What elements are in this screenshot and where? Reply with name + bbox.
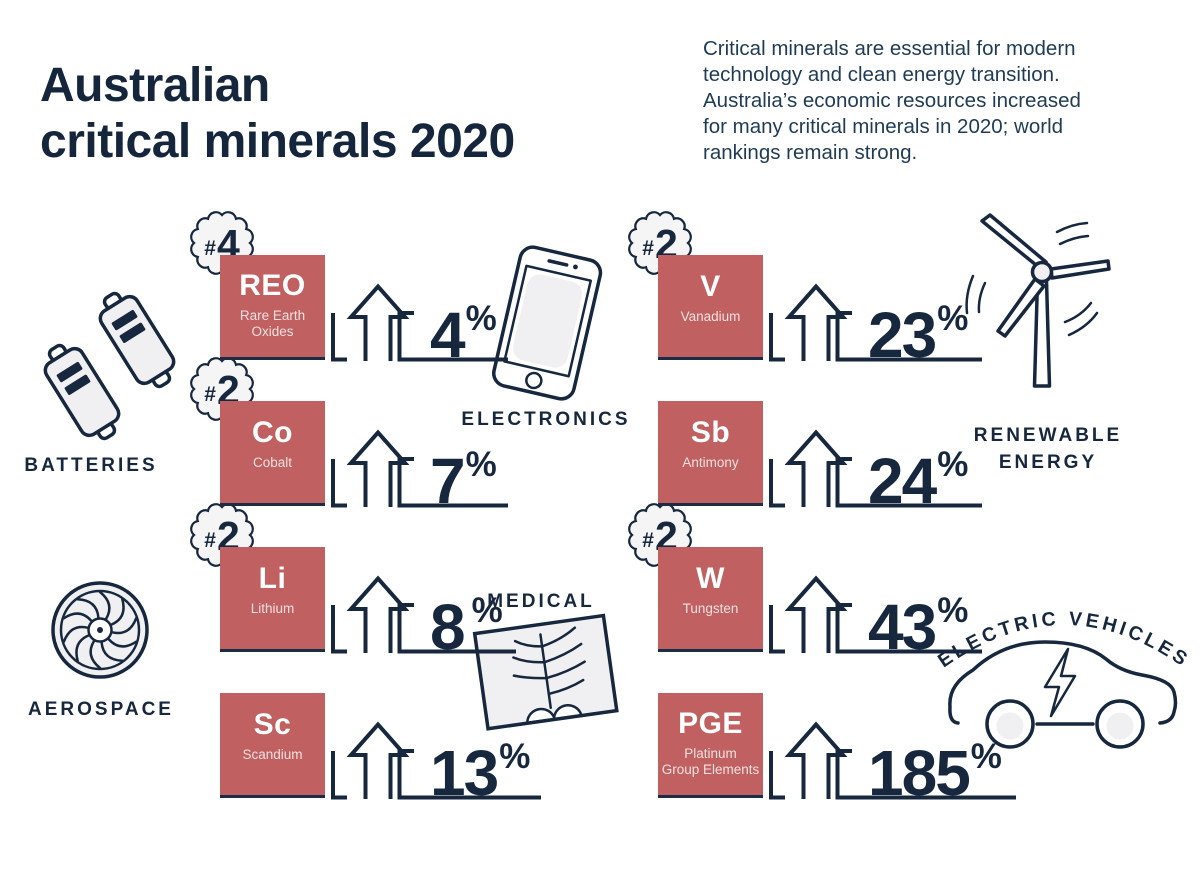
medical-xray-icon: [472, 613, 619, 731]
svg-text:43%: 43%: [868, 591, 968, 655]
svg-text:7%: 7%: [430, 445, 497, 509]
batteries-icon: [43, 291, 176, 441]
mineral-symbol: REO: [239, 269, 306, 302]
growth-indicator-sc: 13%: [331, 721, 541, 801]
mineral-tile-li: Li Lithium: [220, 547, 325, 652]
title-line1: Australian: [40, 59, 270, 112]
rank-hash: #: [204, 237, 216, 260]
growth-indicator-w: 43%: [769, 575, 982, 655]
growth-indicator-pge: 185%: [769, 721, 1016, 801]
mineral-tile-reo: REO Rare Earth Oxides: [220, 255, 325, 360]
mineral-tile-pge: PGE Platinum Group Elements: [658, 693, 763, 798]
renewable-energy-icon: [965, 213, 1111, 388]
category-label-batteries: BATTERIES: [24, 455, 158, 476]
category-label-renewable-energy: RENEWABLE ENERGY: [973, 425, 1123, 473]
up-arrow-icon: [346, 283, 410, 361]
page-title: Australian critical minerals 2020: [40, 58, 515, 169]
aerospace-icon: [51, 581, 149, 679]
electric-vehicles-icon: ELECTRIC VEHICLES: [934, 608, 1190, 749]
growth-indicator-co: 7%: [331, 429, 508, 509]
mineral-tile-sc: Sc Scandium: [220, 693, 325, 798]
growth-indicator-li: 8%: [331, 575, 516, 655]
mineral-tile-v: V Vanadium: [658, 255, 763, 360]
growth-indicator-v: 23%: [769, 283, 982, 363]
percent-value: 4%: [430, 299, 497, 363]
mineral-tile-w: W Tungsten: [658, 547, 763, 652]
mineral-name: Rare Earth Oxides: [239, 308, 306, 339]
svg-text:185%: 185%: [868, 737, 1002, 801]
svg-text:8%: 8%: [430, 591, 503, 655]
mineral-tile-co: Co Cobalt: [220, 401, 325, 506]
electronics-icon: [492, 245, 603, 401]
svg-text:24%: 24%: [868, 445, 968, 509]
category-label-medical: MEDICAL: [487, 591, 595, 612]
svg-text:13%: 13%: [430, 737, 530, 801]
growth-indicator-sb: 24%: [769, 429, 982, 509]
category-label-electronics: ELECTRONICS: [461, 409, 631, 430]
title-line2: critical minerals 2020: [40, 114, 515, 168]
svg-text:23%: 23%: [868, 299, 968, 363]
mineral-tile-sb: Sb Antimony: [658, 401, 763, 506]
category-label-aerospace: AEROSPACE: [28, 699, 174, 720]
intro-text: Critical minerals are essential for mode…: [703, 37, 1081, 164]
growth-indicator-reo: 4%: [331, 283, 508, 363]
